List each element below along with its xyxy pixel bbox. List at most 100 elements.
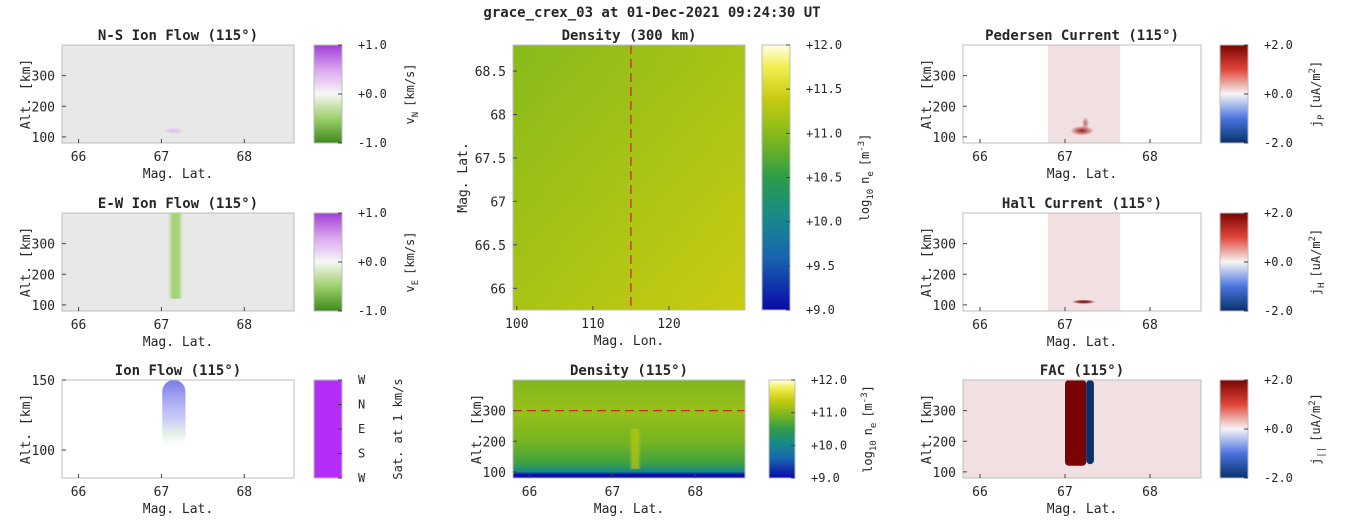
colorbar-label-text: log10 ne [m-3]	[857, 134, 876, 222]
y-tick-label: 200	[933, 100, 956, 115]
colorbar-label-main: log	[861, 451, 875, 473]
x-tick-label: 68	[236, 318, 252, 333]
shaded-region	[1048, 213, 1121, 311]
x-tick-label: 67	[1057, 150, 1073, 165]
density-map-field	[513, 45, 745, 310]
colorbar-tick-label: +10.5	[806, 171, 842, 185]
colorbar-label-text: j|| [uA/m2]	[1308, 393, 1327, 465]
panel-ew: E-W Ion Flow (115°) 66 67 68 Mag. Lat. 100 200…	[19, 196, 421, 350]
colorbar-tick-label: +12.0	[806, 38, 842, 52]
colorbar-label-text: vE [km/s]	[403, 231, 421, 292]
colorbar-label-pow: 2	[1308, 236, 1318, 241]
y-axis-label: Alt. [km]	[19, 59, 34, 129]
x-axis-label: Mag. Lat.	[143, 502, 213, 517]
colorbar-label-text: jP [uA/m2]	[1308, 61, 1327, 127]
y-tick-label: 100	[32, 299, 55, 314]
y-axis-label: Alt. [km]	[920, 227, 935, 297]
colorbar-label: log10 ne [m-3]	[860, 385, 879, 473]
feature-flow-0	[162, 380, 186, 450]
colorbar-tick-label: W	[358, 471, 366, 485]
x-tick-label: 67	[154, 485, 170, 500]
plot-frame	[512, 379, 746, 479]
y-tick-label: 200	[32, 268, 55, 283]
colorbar-label-pow: -3	[857, 141, 867, 152]
colorbar-label: vN [km/s]	[403, 63, 421, 124]
feature-ped-0	[1070, 125, 1094, 136]
colorbar-label-unit: n	[858, 177, 872, 184]
colorbar-label-pow: 2	[1308, 400, 1318, 405]
y-tick-label: 300	[933, 238, 956, 253]
y-tick-label: 100	[32, 444, 55, 459]
y-tick-label: 300	[933, 70, 956, 85]
colorbar-tick-label: -1.0	[358, 304, 387, 318]
colorbar-tick-label: +2.0	[1264, 206, 1293, 220]
x-tick-label: 68	[236, 150, 252, 165]
y-tick-label: 300	[32, 238, 55, 253]
plot-frame	[962, 44, 1202, 144]
colorbar-label: jP [uA/m2]	[1308, 61, 1327, 127]
y-tick-label: 100	[483, 466, 506, 481]
y-tick-label: 300	[933, 405, 956, 420]
panel-title: Ion Flow (115°)	[115, 363, 241, 379]
panel-title: Hall Current (115°)	[1002, 196, 1162, 212]
y-tick-label: 300	[483, 405, 506, 420]
y-tick-label: 200	[933, 435, 956, 450]
colorbar	[768, 379, 796, 479]
colorbar-label-sub: N	[411, 112, 421, 117]
colorbar-label-text: log10 ne [m-3]	[860, 385, 879, 473]
colorbar-tick-label: +0.0	[1264, 422, 1293, 436]
panel-dens_alt: Density (115°) 66 67 68 Mag. Lat. 100 200 300Al…	[470, 363, 879, 517]
colorbar	[761, 44, 791, 311]
colorbar-tick-label: -1.0	[358, 136, 387, 150]
x-tick-label: 67	[154, 150, 170, 165]
panel-flow: Ion Flow (115°) 66 67 68 Mag. Lat. 100 150 Alt.…	[19, 363, 405, 517]
colorbar-label-close: ]	[858, 134, 872, 141]
y-tick-label: 200	[32, 100, 55, 115]
x-axis-label: Mag. Lat.	[143, 335, 213, 350]
plot-frame	[962, 212, 1202, 312]
colorbar-label-unit: [km/s]	[403, 231, 417, 274]
x-tick-label: 110	[581, 317, 604, 332]
panel-ns: N-S Ion Flow (115°) 66 67 68 Mag. Lat. 100 200…	[19, 28, 421, 182]
colorbar-label-close: ]	[861, 385, 875, 392]
x-tick-label: 68	[236, 485, 252, 500]
colorbar-tick-label: E	[358, 422, 365, 436]
colorbar	[1219, 379, 1249, 479]
colorbar-label-unit: [uA/m	[1309, 73, 1323, 109]
x-tick-label: 66	[972, 318, 988, 333]
colorbar-label-sub2: e	[869, 423, 879, 428]
colorbar-tick-label: +12.0	[811, 373, 847, 387]
figure-suptitle: grace_crex_03 at 01-Dec-2021 09:24:30 UT	[483, 5, 820, 21]
feature-dens_alt-0	[629, 429, 642, 469]
colorbar-label: Sat. at 1 km/s	[391, 378, 405, 479]
y-tick-label: 100	[933, 131, 956, 146]
y-tick-label: 200	[933, 268, 956, 283]
colorbar-tick-label: +9.0	[811, 471, 840, 485]
colorbar-tick-label: +9.0	[806, 303, 835, 317]
colorbar-tick-label: +2.0	[1264, 38, 1293, 52]
x-tick-label: 66	[71, 485, 87, 500]
colorbar-label-sub: H	[1317, 283, 1327, 288]
x-tick-label: 66	[972, 485, 988, 500]
colorbar-tick-label: +11.5	[806, 82, 842, 96]
y-tick-label: 100	[933, 466, 956, 481]
x-tick-label: 68	[1142, 150, 1158, 165]
colorbar-label-sub: 10	[866, 189, 876, 200]
feature-fac-0	[1065, 380, 1087, 466]
feature-ew-0	[168, 213, 183, 299]
y-tick-label: 100	[933, 299, 956, 314]
colorbar-tick-label: +1.0	[358, 38, 387, 52]
x-axis-label: Mag. Lat.	[1047, 502, 1117, 517]
panel-title: N-S Ion Flow (115°)	[98, 28, 258, 44]
y-tick-label: 66.5	[475, 239, 506, 254]
colorbar-label-sub: 10	[869, 440, 879, 451]
colorbar	[1219, 44, 1249, 144]
colorbar-label-unit2: [m	[858, 152, 872, 166]
colorbar-tick-label: +2.0	[1264, 373, 1293, 387]
y-tick-label: 66	[490, 282, 506, 297]
y-axis-label: Alt. [km]	[470, 394, 485, 464]
y-tick-label: 68.5	[475, 65, 506, 80]
colorbar-label-main: v	[403, 117, 417, 124]
x-axis-label: Mag. Lat.	[1047, 167, 1117, 182]
